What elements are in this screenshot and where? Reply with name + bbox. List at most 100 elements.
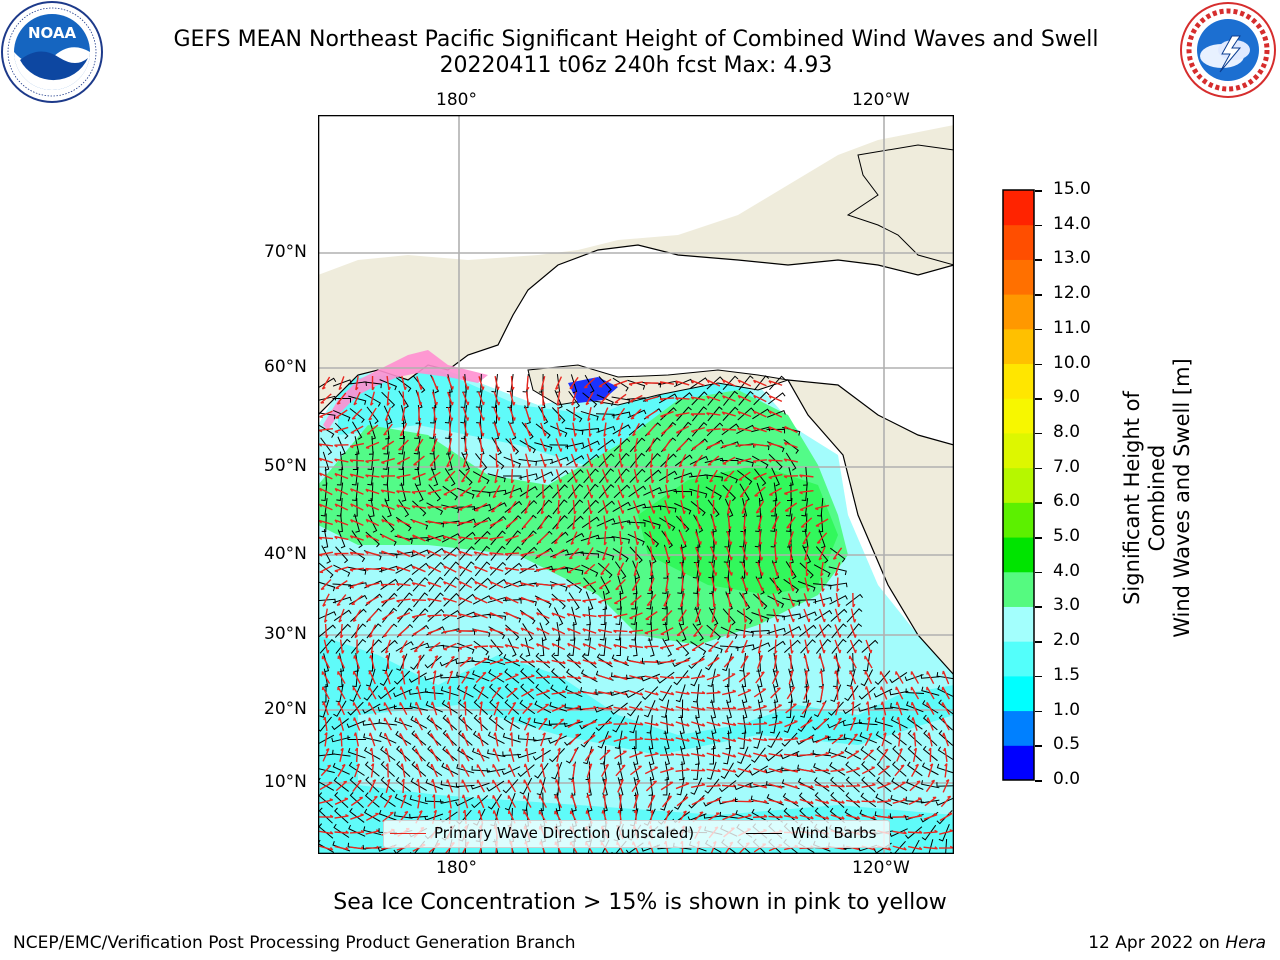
wave-arrow — [507, 500, 517, 514]
wind-barb — [414, 483, 424, 502]
wave-arrow — [603, 437, 608, 453]
wind-barb — [936, 763, 954, 774]
wave-arrow — [433, 422, 437, 437]
wave-arrow — [613, 613, 628, 619]
wind-barb — [332, 379, 352, 387]
wind-barb — [722, 375, 739, 391]
wave-arrow — [629, 394, 643, 403]
wind-barb — [757, 684, 764, 704]
wave-arrow — [586, 763, 593, 778]
wave-arrow — [757, 515, 763, 530]
colorbar-tick-mark — [1035, 675, 1042, 678]
wave-arrow — [430, 763, 438, 778]
wave-arrow — [617, 500, 625, 514]
wind-barb — [907, 839, 920, 854]
wind-barb — [349, 808, 365, 823]
wave-arrow — [384, 670, 391, 685]
wave-arrow — [725, 546, 733, 561]
wind-barb — [785, 513, 793, 532]
colorbar-tick-label: 13.0 — [1053, 248, 1091, 269]
wave-arrow — [400, 670, 406, 685]
wind-barb — [363, 826, 382, 836]
wave-arrow — [768, 799, 783, 804]
wind-barb — [522, 623, 534, 642]
wave-zone-4m — [638, 465, 838, 595]
wind-barb — [724, 528, 731, 548]
wind-barb — [351, 482, 359, 501]
wind-barb — [690, 641, 707, 656]
wind-barb — [676, 406, 692, 422]
wave-arrow — [788, 670, 794, 685]
wave-arrow — [696, 577, 701, 592]
wind-barb — [704, 778, 720, 794]
wind-barb — [647, 575, 653, 595]
wind-barb — [461, 452, 470, 471]
wind-barb — [428, 484, 441, 502]
wind-barb — [368, 482, 374, 502]
wind-barb — [549, 456, 569, 465]
wave-arrow — [462, 376, 470, 390]
colorbar-segment — [1003, 328, 1034, 365]
wave-arrow — [334, 426, 349, 434]
wave-arrow — [380, 566, 395, 572]
wave-arrow — [318, 427, 334, 433]
wave-arrow — [675, 691, 690, 695]
wave-arrow — [321, 376, 331, 390]
wave-arrow — [458, 596, 473, 604]
wind-barb — [751, 642, 771, 651]
wind-barb — [456, 506, 476, 511]
wave-arrow — [788, 624, 795, 638]
wave-arrow — [477, 732, 484, 747]
wave-arrow — [507, 779, 517, 793]
wind-barb — [690, 500, 706, 517]
colorbar-tick-label: 0.5 — [1053, 734, 1081, 755]
wave-arrow — [369, 747, 375, 763]
wind-barb — [518, 582, 538, 588]
wind-barb — [661, 699, 670, 718]
wind-barb — [828, 582, 848, 588]
wind-barb — [393, 704, 413, 710]
wind-barb — [678, 699, 684, 719]
wave-arrow — [396, 549, 411, 558]
wave-arrow — [910, 671, 920, 684]
wave-arrow — [741, 639, 748, 654]
wave-arrow — [756, 654, 764, 669]
wave-arrow — [489, 658, 504, 665]
wave-arrow — [479, 437, 484, 453]
wave-arrow — [772, 608, 780, 623]
wind-barb — [337, 529, 346, 549]
wind-barb — [398, 390, 409, 409]
wave-arrow — [835, 592, 841, 608]
wave-arrow — [442, 505, 458, 511]
wind-barb — [332, 397, 352, 403]
wave-arrow — [721, 722, 737, 726]
wind-barb — [632, 575, 638, 595]
wave-arrow — [878, 765, 890, 776]
wave-arrow — [630, 765, 642, 776]
wave-arrow — [587, 407, 592, 422]
wave-arrow — [617, 422, 624, 437]
wave-arrow — [771, 515, 780, 530]
wave-arrow — [696, 592, 700, 608]
wind-barb — [318, 624, 336, 638]
wind-barb — [505, 438, 520, 455]
wave-arrow — [706, 690, 721, 695]
wind-barb — [801, 482, 808, 502]
wave-arrow — [743, 515, 747, 530]
wave-arrow — [349, 567, 365, 572]
wind-barb — [535, 652, 551, 669]
wind-barb — [625, 688, 645, 699]
wave-arrow — [663, 515, 671, 530]
wave-arrow — [337, 701, 346, 716]
wave-arrow — [852, 592, 856, 608]
wave-arrow — [587, 500, 593, 515]
wind-barb — [644, 469, 662, 483]
wave-arrow — [524, 747, 530, 763]
wind-barb — [786, 699, 793, 719]
wind-barb — [906, 715, 923, 730]
wind-barb — [813, 763, 831, 775]
wave-arrow — [912, 747, 918, 762]
wave-arrow — [675, 767, 690, 772]
wave-arrow — [739, 485, 750, 498]
wave-arrow — [631, 578, 641, 592]
